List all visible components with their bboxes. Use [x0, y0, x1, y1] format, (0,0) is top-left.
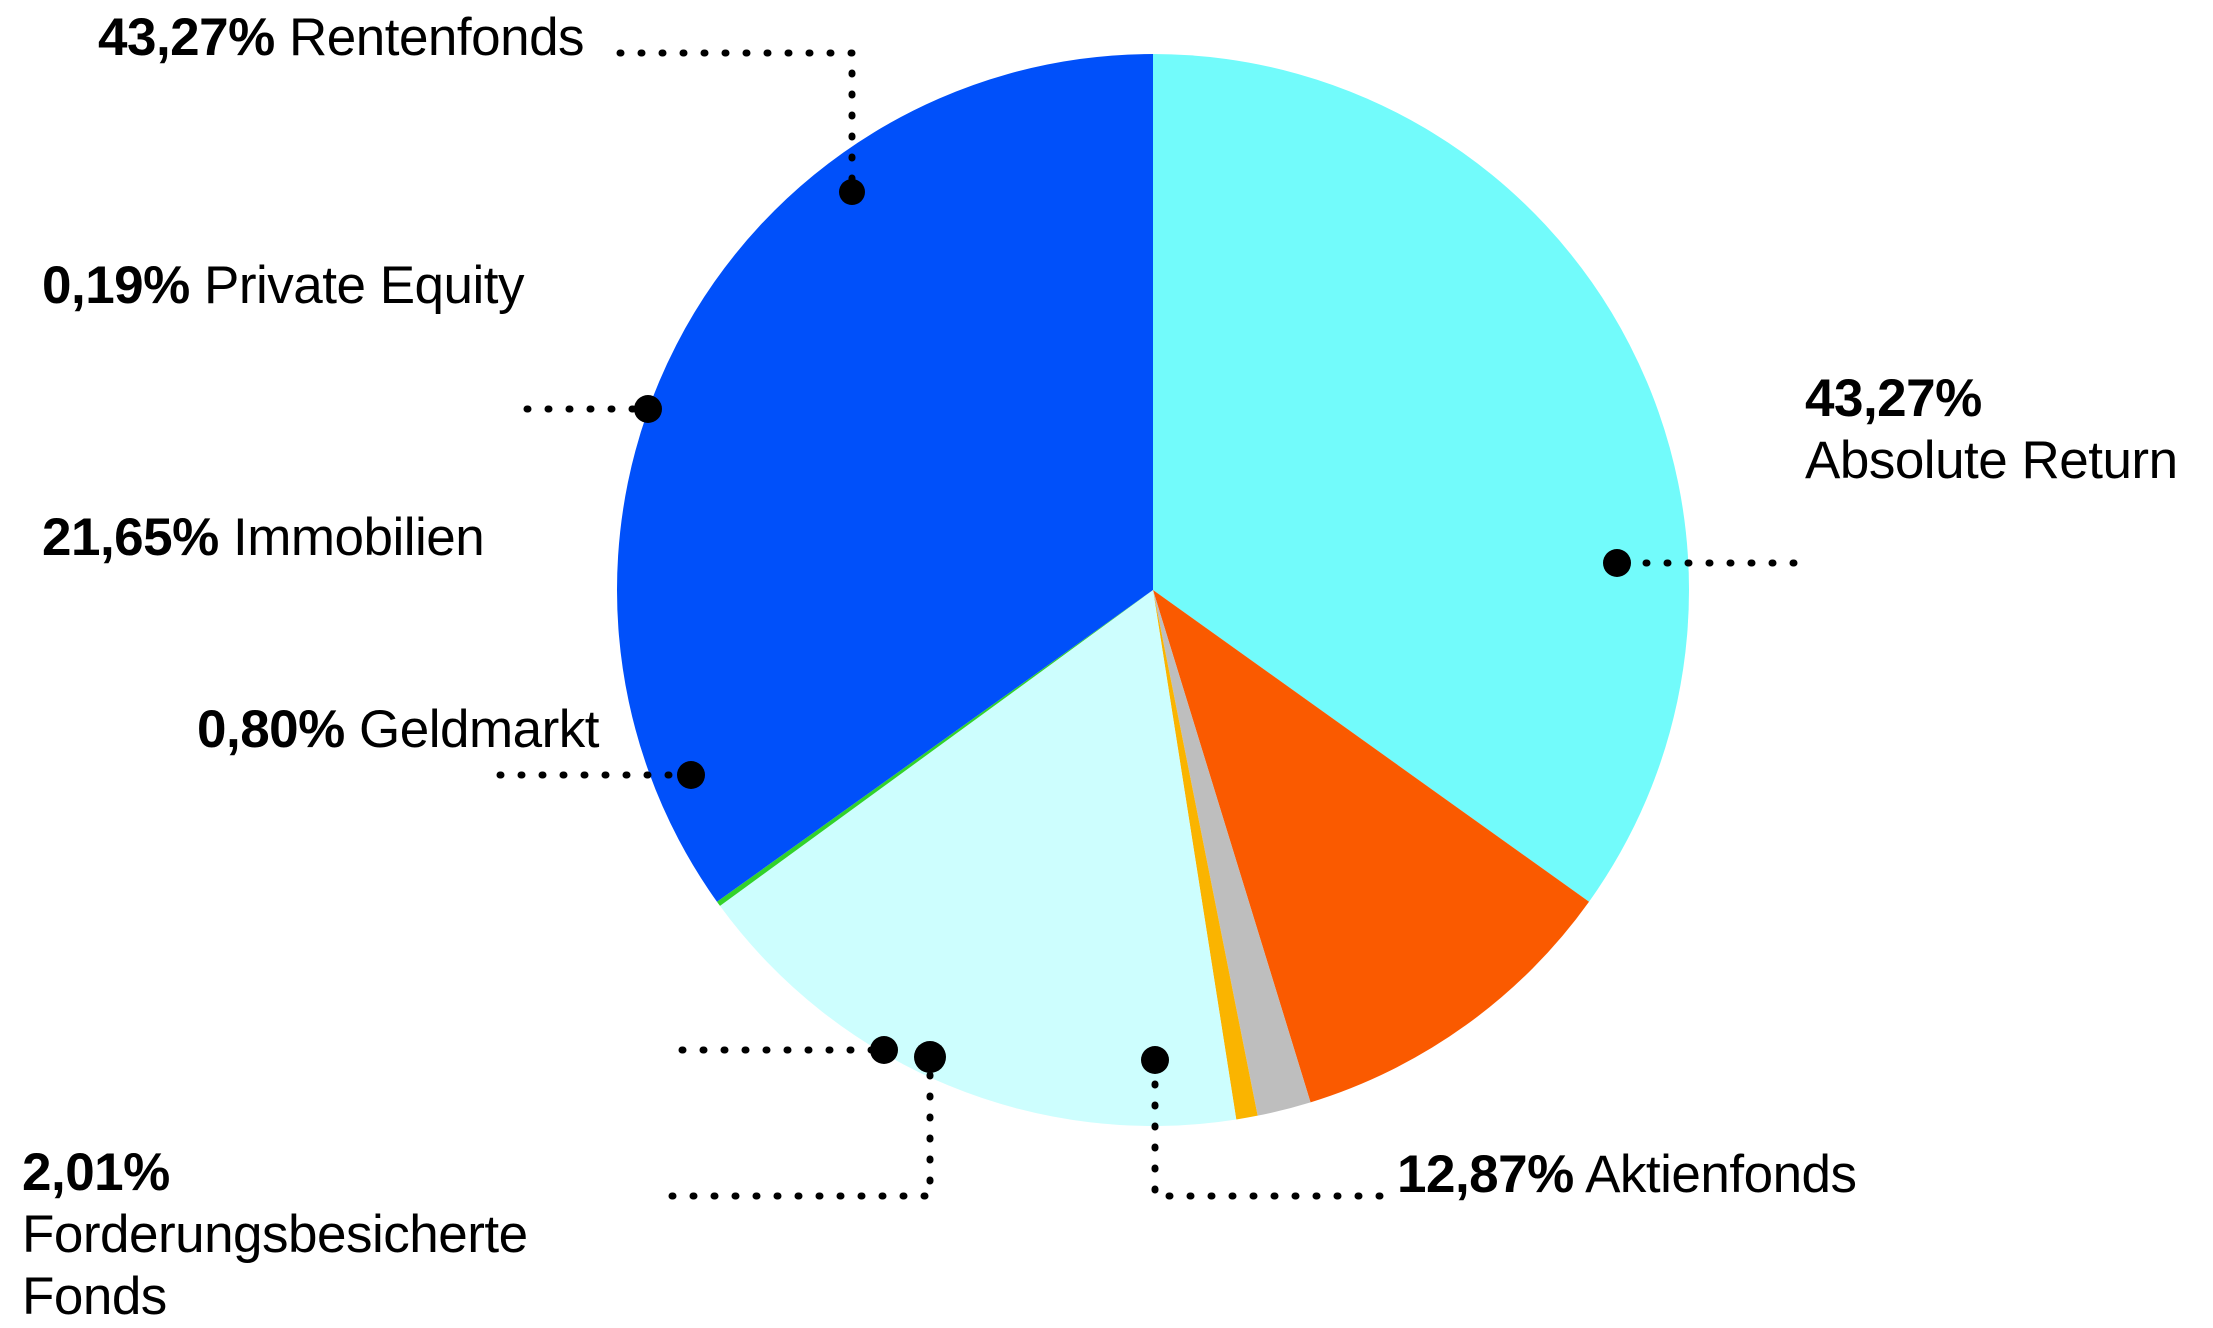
leader-dot-absolute-return — [1603, 549, 1631, 577]
callout-geldmarkt-percent: 0,80% — [197, 700, 345, 759]
leader-dot-immobilien — [677, 761, 705, 789]
callout-immobilien-label: Immobilien — [233, 508, 485, 567]
callout-rentenfonds-percent: 43,27% — [98, 8, 275, 67]
callout-aktienfonds: 12,87% Aktienfonds — [1397, 1145, 1857, 1205]
pie-slice-immobilien[interactable] — [719, 590, 1237, 1126]
leader-dot-private-equity — [634, 395, 662, 423]
callout-geldmarkt: 0,80% Geldmarkt — [197, 700, 599, 760]
callout-absolute-return-percent: 43,27% — [1805, 369, 1982, 428]
callout-forderungsbesicherte-fonds-percent: 2,01% — [22, 1143, 170, 1202]
leader-line-forderungsbesicherte-fonds — [668, 1056, 934, 1200]
pie-chart-figure: 43,27% Rentenfonds 0,19% Private Equity … — [22, 8, 2195, 1326]
leader-line-aktienfonds — [1151, 1059, 1384, 1200]
leader-dot-aktienfonds — [1141, 1046, 1169, 1074]
pie-slice-absolute-return[interactable] — [1153, 54, 1690, 902]
callout-private-equity: 0,19% Private Equity — [42, 256, 524, 316]
pie-slices — [616, 54, 1690, 1126]
callout-forderungsbesicherte-fonds: 2,01% Forderungsbesicherte Fonds — [22, 1142, 662, 1328]
leader-dots — [634, 179, 1631, 1074]
pie-slice-geldmarkt[interactable] — [1153, 590, 1258, 1120]
callout-absolute-return: 43,27% Absolute Return — [1805, 368, 2195, 492]
callout-private-equity-percent: 0,19% — [42, 256, 190, 315]
callout-private-equity-label: Private Equity — [204, 256, 524, 315]
leader-dot-geldmarkt — [870, 1036, 898, 1064]
leader-line-rentenfonds — [616, 49, 856, 195]
callout-forderungsbesicherte-fonds-label: Forderungsbesicherte Fonds — [22, 1205, 528, 1326]
pie-slice-forderungsbesicherte-fonds[interactable] — [1153, 590, 1311, 1116]
callout-rentenfonds-label: Rentenfonds — [289, 8, 585, 67]
callout-absolute-return-label: Absolute Return — [1805, 431, 2178, 490]
pie-chart-canvas — [496, 49, 1800, 1200]
leader-dot-forderungsbesicherte-fonds — [914, 1041, 946, 1073]
callout-immobilien-percent: 21,65% — [42, 508, 219, 567]
pie-slice-private-equity[interactable] — [716, 590, 1153, 906]
callout-aktienfonds-label: Aktienfonds — [1585, 1145, 1857, 1204]
callout-rentenfonds: 43,27% Rentenfonds — [98, 8, 585, 68]
leader-dot-rentenfonds — [839, 179, 865, 205]
callout-aktienfonds-percent: 12,87% — [1397, 1145, 1574, 1204]
leader-lines — [496, 49, 1800, 1200]
callout-immobilien: 21,65% Immobilien — [42, 508, 485, 568]
callout-geldmarkt-label: Geldmarkt — [359, 700, 599, 759]
pie-slice-rentenfonds[interactable] — [616, 54, 1153, 902]
pie-slice-aktienfonds[interactable] — [1153, 590, 1590, 1103]
